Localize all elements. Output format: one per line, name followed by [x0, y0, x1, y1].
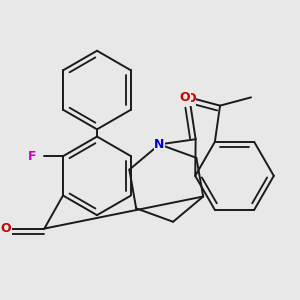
- Text: O: O: [185, 92, 196, 105]
- Text: O: O: [1, 222, 11, 235]
- Text: F: F: [28, 150, 36, 163]
- Text: N: N: [154, 138, 165, 151]
- Text: O: O: [180, 91, 190, 104]
